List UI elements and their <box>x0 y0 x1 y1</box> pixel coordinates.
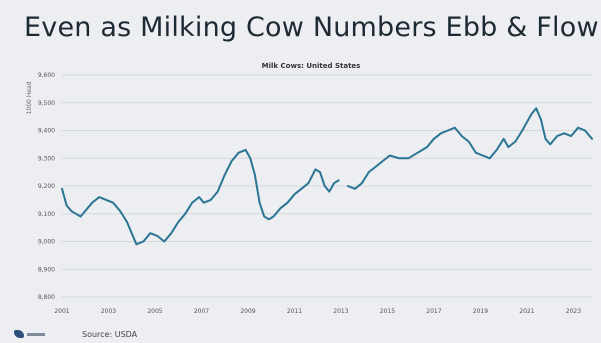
chart-grid <box>62 74 592 298</box>
x-tick-label: 2009 <box>240 308 255 315</box>
footer: Source: USDA <box>14 327 137 341</box>
x-tick-label: 2001 <box>54 308 69 315</box>
x-tick-label: 2017 <box>426 308 441 315</box>
organization-logo <box>14 329 70 339</box>
x-tick-label: 2019 <box>473 308 488 315</box>
chart-title: Milk Cows: United States <box>262 62 361 70</box>
y-tick-label: 9,200 <box>38 183 55 190</box>
x-tick-label: 2015 <box>380 308 395 315</box>
x-tick-label: 2021 <box>519 308 534 315</box>
y-tick-label: 9,000 <box>38 239 55 246</box>
y-tick-label: 9,500 <box>38 100 55 107</box>
slide-title: Even as Milking Cow Numbers Ebb & Flow <box>24 12 599 43</box>
x-tick-label: 2007 <box>194 308 209 315</box>
source-note: Source: USDA <box>82 329 138 339</box>
series-line <box>346 107 593 190</box>
series-line <box>61 148 340 246</box>
x-tick-label: 2011 <box>287 308 302 315</box>
logo-wordmark <box>27 332 45 336</box>
series-layer <box>61 107 593 246</box>
y-tick-label: 8,900 <box>38 266 55 273</box>
logo-mark-icon <box>14 330 24 338</box>
x-tick-label: 2003 <box>101 308 116 315</box>
x-axis-ticks: 2001 2003 2005 2007 2009 2011 2013 2015 2017 2019… <box>54 308 581 315</box>
x-tick-label: 2005 <box>147 308 162 315</box>
x-tick-label: 2013 <box>333 308 348 315</box>
y-tick-label: 9,600 <box>38 72 55 79</box>
y-tick-label: 9,400 <box>38 128 55 135</box>
y-tick-label: 9,300 <box>38 155 55 162</box>
y-tick-label: 8,800 <box>38 294 55 301</box>
y-axis-ticks: 9,600 9,500 9,400 9,300 9,200 9,100 9,000 8,900… <box>38 72 55 301</box>
x-tick-label: 2023 <box>566 308 581 315</box>
y-tick-label: 9,100 <box>38 211 55 218</box>
y-axis-label: 1000 Head <box>26 81 33 114</box>
